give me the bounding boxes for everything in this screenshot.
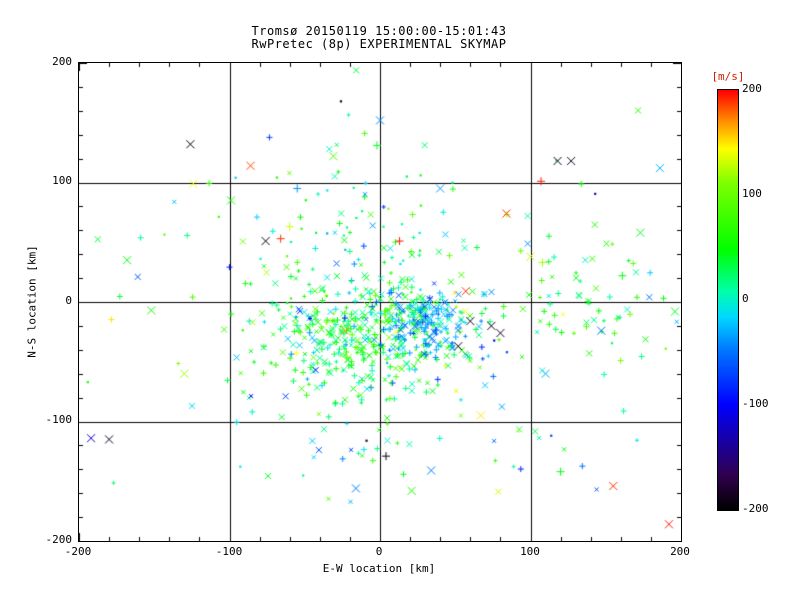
colorbar-tick-label: 0 [742,292,749,305]
colorbar-tick-label: 200 [742,82,762,95]
x-axis-label: E-W location [km] [322,562,436,575]
y-tick-label: 100 [52,174,72,187]
y-tick-label: -100 [45,413,73,426]
x-tick-label: 200 [670,545,690,558]
x-tick-label: 0 [375,545,383,558]
colorbar [717,89,739,511]
plot-title: Tromsø 20150119 15:00:00-15:01:43 [251,24,507,38]
scatter-canvas [79,63,681,541]
y-tick-label: 0 [65,294,72,307]
colorbar-tick-label: -100 [742,397,769,410]
y-tick-label: 200 [52,55,72,68]
colorbar-label: [m/s] [711,70,745,83]
plot-subtitle: RwPretec (8p) EXPERIMENTAL SKYMAP [251,37,507,51]
x-tick-label: -100 [215,545,243,558]
y-axis-label: N-S location [km] [25,245,39,358]
y-tick-label: -200 [45,533,73,546]
plot-area [78,62,682,542]
colorbar-canvas [718,90,738,510]
colorbar-tick-label: 100 [742,187,762,200]
x-tick-label: 100 [520,545,540,558]
colorbar-tick-label: -200 [742,502,769,515]
x-tick-label: -200 [64,545,92,558]
